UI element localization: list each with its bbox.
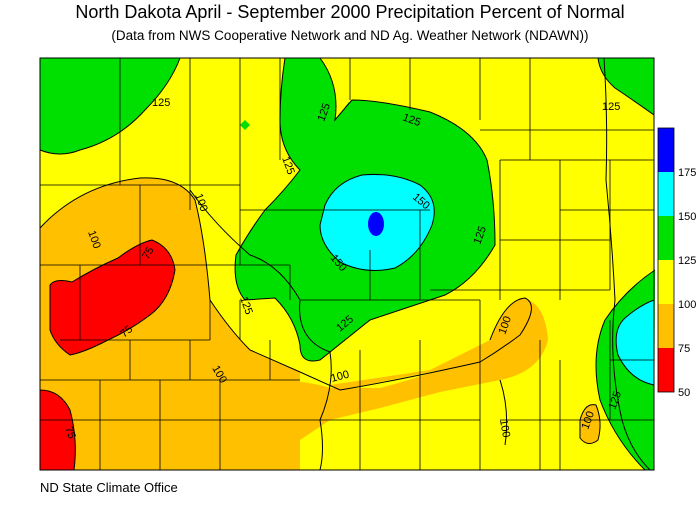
legend-swatch-100 bbox=[658, 260, 674, 304]
contour-label: 125 bbox=[237, 295, 255, 316]
blue-zone-peak bbox=[368, 212, 384, 236]
contour-label: 100 bbox=[85, 229, 103, 250]
red-river bbox=[603, 57, 651, 471]
orange-zone-southeast bbox=[580, 404, 601, 444]
contour-label: 100 bbox=[497, 315, 515, 336]
red-zone-west bbox=[50, 240, 175, 355]
orange-zone-south bbox=[210, 298, 548, 470]
contour-label: 100 bbox=[497, 418, 512, 438]
map-title: North Dakota April - September 2000 Prec… bbox=[75, 2, 625, 22]
missouri-river bbox=[189, 189, 332, 471]
contour-label: 125 bbox=[152, 97, 170, 109]
legend-swatch-75 bbox=[658, 304, 674, 348]
contour-label: 125 bbox=[607, 390, 625, 411]
contour-label: 100 bbox=[192, 192, 210, 213]
legend: 175 150 125 100 75 50 bbox=[657, 127, 696, 399]
legend-tick: 125 bbox=[678, 255, 696, 267]
green-islet-2 bbox=[345, 102, 353, 111]
legend-tick: 50 bbox=[678, 387, 690, 399]
contour-label: 100 bbox=[580, 410, 598, 431]
cyan-zone-east bbox=[616, 300, 654, 385]
legend-tick: 100 bbox=[678, 299, 696, 311]
contour-label: 125 bbox=[401, 112, 422, 130]
legend-tick: 75 bbox=[678, 343, 690, 355]
red-zone-southwest bbox=[40, 390, 76, 470]
legend-swatch-50 bbox=[658, 348, 674, 392]
legend-tick: 150 bbox=[678, 211, 696, 223]
green-zone-northwest bbox=[40, 58, 180, 154]
map-subtitle: (Data from NWS Cooperative Network and N… bbox=[111, 28, 589, 43]
contour-label: 125 bbox=[279, 155, 297, 176]
contour-label: 75 bbox=[62, 425, 77, 441]
legend-swatch-125 bbox=[658, 216, 674, 260]
legend-swatch-175 bbox=[658, 128, 674, 172]
green-islet bbox=[240, 120, 250, 130]
contour-label: 75 bbox=[140, 245, 157, 262]
contour-label: 125 bbox=[472, 225, 490, 246]
legend-tick: 175 bbox=[678, 167, 696, 179]
map-border bbox=[39, 57, 655, 471]
credit-text: ND State Climate Office bbox=[40, 480, 178, 495]
legend-swatch-150 bbox=[658, 172, 674, 216]
contour-label: 100 bbox=[330, 369, 351, 385]
contour-label: 125 bbox=[602, 101, 620, 113]
green-zone-northeast bbox=[598, 58, 654, 115]
contour-label: 125 bbox=[316, 102, 334, 123]
